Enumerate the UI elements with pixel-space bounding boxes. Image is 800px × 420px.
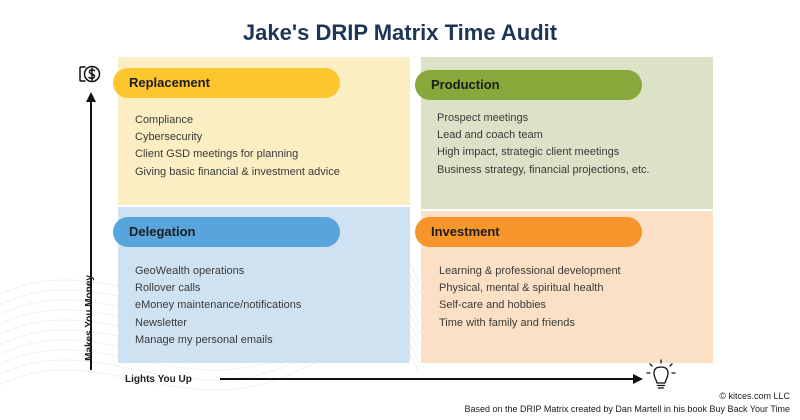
list-item: eMoney maintenance/notifications bbox=[135, 299, 302, 312]
list-item: Newsletter bbox=[135, 316, 187, 329]
list-item: Time with family and friends bbox=[439, 316, 575, 329]
list-item: High impact, strategic client meetings bbox=[437, 146, 620, 159]
list-item: Prospect meetings bbox=[437, 112, 529, 124]
list-item: Manage my personal emails bbox=[135, 333, 273, 346]
investment-items: Learning & professional development Phys… bbox=[439, 263, 621, 332]
list-item: Lead and coach team bbox=[437, 129, 543, 142]
list-item: Business strategy, financial projections… bbox=[437, 163, 650, 176]
list-item: Client GSD meetings for planning bbox=[135, 148, 299, 161]
list-item: Compliance bbox=[135, 114, 194, 126]
production-label: Production bbox=[415, 70, 642, 100]
delegation-label: Delegation bbox=[113, 217, 340, 247]
money-icon bbox=[79, 65, 101, 83]
replacement-label: Replacement bbox=[113, 68, 340, 98]
investment-label: Investment bbox=[415, 217, 642, 247]
list-item: Self-care and hobbies bbox=[439, 299, 547, 312]
credit-text: Based on the DRIP Matrix created by Dan … bbox=[464, 404, 791, 414]
page-title: Jake's DRIP Matrix Time Audit bbox=[242, 20, 558, 45]
list-item: Physical, mental & spiritual health bbox=[439, 282, 604, 295]
lightbulb-icon bbox=[646, 359, 676, 389]
list-item: Giving basic financial & investment advi… bbox=[135, 165, 340, 178]
list-item: Rollover calls bbox=[135, 282, 201, 295]
list-item: GeoWealth operations bbox=[135, 265, 245, 277]
list-item: Cybersecurity bbox=[135, 131, 203, 144]
delegation-items: GeoWealth operations Rollover calls eMon… bbox=[135, 263, 301, 349]
production-items: Prospect meetings Lead and coach team Hi… bbox=[437, 110, 650, 179]
list-item: Learning & professional development bbox=[439, 265, 621, 277]
replacement-items: Compliance Cybersecurity Client GSD meet… bbox=[135, 112, 340, 181]
x-axis-label: Lights You Up bbox=[125, 374, 192, 385]
copyright-text: © kitces.com LLC bbox=[719, 391, 790, 401]
y-axis-label: Makes You Money bbox=[84, 275, 95, 361]
